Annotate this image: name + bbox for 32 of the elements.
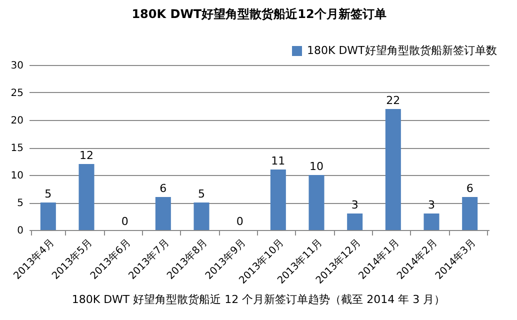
y-tick-label: 10 — [10, 170, 24, 182]
bar — [270, 170, 286, 230]
bar — [155, 197, 171, 230]
data-label: 5 — [44, 188, 52, 200]
bar — [308, 175, 324, 230]
data-label: 12 — [80, 149, 94, 162]
data-label: 22 — [386, 94, 400, 107]
bar — [385, 109, 401, 230]
data-label: 0 — [121, 215, 128, 228]
data-label: 3 — [351, 198, 358, 212]
bar — [40, 202, 56, 230]
data-label: 0 — [236, 215, 244, 228]
data-label: 10 — [310, 160, 324, 173]
y-tick-label: 5 — [17, 198, 24, 209]
data-label: 6 — [466, 182, 474, 195]
bar — [347, 214, 363, 230]
legend-label: 180K DWT好望角型散货船新签订单数 — [307, 44, 497, 57]
chart-title: 180K DWT好望角型散货船近12个月新签订单 — [132, 7, 386, 21]
bar — [78, 164, 94, 230]
text: 180K DWT 好望角型散货船近 12 个月新签订单趋势（截至 2014 年 3 月） — [70, 292, 446, 307]
y-tick-label: 25 — [10, 88, 24, 99]
y-tick-label: 20 — [10, 116, 24, 126]
data-label: 3 — [428, 198, 435, 212]
bar — [424, 214, 440, 230]
data-label: 6 — [160, 182, 167, 195]
y-tick-label: 30 — [10, 60, 24, 72]
bar — [194, 202, 210, 230]
data-label: 11 — [271, 154, 286, 168]
y-tick-label: 0 — [17, 226, 24, 236]
data-label: 5 — [198, 188, 205, 200]
bar — [462, 197, 478, 230]
y-tick-label: 15 — [10, 143, 24, 154]
